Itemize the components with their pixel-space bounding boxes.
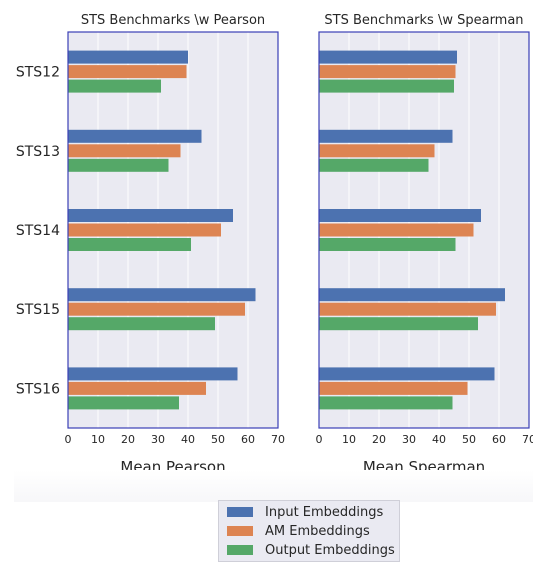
legend-swatch-output xyxy=(227,545,253,555)
y-tick-label: STS13 xyxy=(16,144,60,160)
bar xyxy=(68,396,179,410)
x-tick-label: 0 xyxy=(316,433,323,446)
bar xyxy=(68,302,245,316)
bar xyxy=(319,65,456,79)
bar xyxy=(319,317,478,331)
x-tick-label: 40 xyxy=(181,433,195,446)
bar xyxy=(68,158,169,172)
legend-swatch-am xyxy=(227,526,253,536)
x-tick-label: 10 xyxy=(342,433,356,446)
x-tick-label: 20 xyxy=(121,433,135,446)
bar xyxy=(319,79,454,93)
bar xyxy=(68,367,238,381)
bar xyxy=(68,238,191,251)
panel-frame xyxy=(67,31,279,429)
legend-label-output: Output Embeddings xyxy=(265,542,395,558)
x-tick-label: 60 xyxy=(241,433,255,446)
x-tick-label: 0 xyxy=(65,433,72,446)
bar xyxy=(319,144,435,158)
x-tick-label: 70 xyxy=(522,433,533,446)
bar xyxy=(68,144,181,158)
x-tick-label: 60 xyxy=(492,433,506,446)
bar xyxy=(68,129,202,143)
x-tick-label: 70 xyxy=(271,433,285,446)
panel-title: STS Benchmarks \w Pearson xyxy=(81,13,265,28)
bar xyxy=(68,79,161,93)
y-tick-label: STS12 xyxy=(16,65,60,81)
bar xyxy=(68,288,256,302)
x-axis-label: Mean Pearson xyxy=(120,458,225,470)
x-tick-label: 30 xyxy=(402,433,416,446)
bar xyxy=(319,129,453,143)
bar xyxy=(319,396,453,410)
bar xyxy=(319,223,474,237)
x-tick-label: 50 xyxy=(211,433,225,446)
legend-swatch-input xyxy=(227,507,253,517)
bar xyxy=(68,317,215,331)
x-axis-label: Mean Spearman xyxy=(363,458,485,470)
bar xyxy=(319,50,457,64)
x-tick-label: 50 xyxy=(462,433,476,446)
bar xyxy=(68,381,206,395)
legend-label-input: Input Embeddings xyxy=(265,504,384,520)
panel-title: STS Benchmarks \w Spearman xyxy=(324,13,523,28)
x-tick-label: 20 xyxy=(372,433,386,446)
panel-frame xyxy=(318,31,530,429)
legend-label-am: AM Embeddings xyxy=(265,523,370,539)
bar xyxy=(68,50,188,64)
bar xyxy=(319,367,495,381)
bar xyxy=(68,65,187,79)
bar xyxy=(319,209,481,222)
y-tick-label: STS16 xyxy=(16,381,60,397)
x-tick-label: 30 xyxy=(151,433,165,446)
legend-item-am: AM Embeddings xyxy=(227,522,370,540)
bar xyxy=(319,238,456,251)
y-tick-label: STS15 xyxy=(16,302,60,318)
y-tick-label: STS14 xyxy=(16,223,60,239)
x-tick-label: 40 xyxy=(432,433,446,446)
legend-item-output: Output Embeddings xyxy=(227,541,395,559)
bar xyxy=(68,209,233,222)
chart-canvas: 0 10 20 30 40 50 60 70 STS12 STS13 STS14 STS15 STS16… xyxy=(16,13,533,470)
bar xyxy=(319,288,505,302)
legend-item-input: Input Embeddings xyxy=(227,503,383,521)
figure-band xyxy=(14,470,533,502)
x-tick-label: 10 xyxy=(91,433,105,446)
bar xyxy=(319,158,429,172)
chart-legend: Input Embeddings AM Embeddings Output Em… xyxy=(218,500,400,562)
bar xyxy=(68,223,221,237)
bar xyxy=(319,302,496,316)
bar xyxy=(319,381,468,395)
